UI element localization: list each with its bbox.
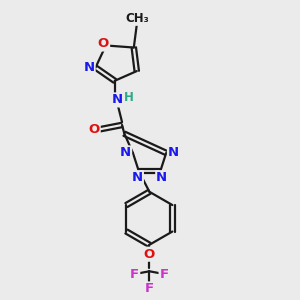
Text: F: F [145, 282, 154, 296]
Text: N: N [156, 171, 167, 184]
Text: N: N [168, 146, 179, 159]
Text: N: N [132, 171, 143, 184]
Text: F: F [130, 268, 139, 281]
Text: H: H [124, 92, 134, 104]
Text: O: O [144, 248, 155, 261]
Text: CH₃: CH₃ [125, 12, 148, 25]
Text: F: F [160, 268, 169, 281]
Text: N: N [112, 93, 123, 106]
Text: N: N [120, 146, 131, 159]
Text: O: O [88, 123, 100, 136]
Text: O: O [98, 38, 109, 50]
Text: N: N [83, 61, 94, 74]
